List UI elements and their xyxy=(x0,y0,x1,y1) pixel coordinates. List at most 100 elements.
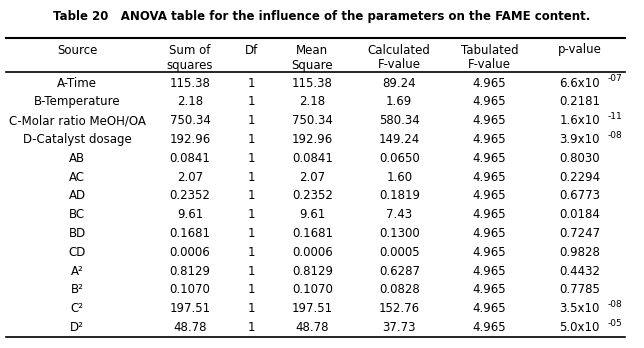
Text: 1.60: 1.60 xyxy=(386,171,412,183)
Text: AB: AB xyxy=(69,152,86,165)
Text: 1: 1 xyxy=(247,171,255,183)
Text: 4.965: 4.965 xyxy=(473,152,506,165)
Text: 149.24: 149.24 xyxy=(379,133,420,146)
Text: 0.2352: 0.2352 xyxy=(292,189,333,202)
Text: 4.965: 4.965 xyxy=(473,189,506,202)
Text: -08: -08 xyxy=(608,300,622,309)
Text: 0.2181: 0.2181 xyxy=(559,95,600,108)
Text: 89.24: 89.24 xyxy=(383,77,416,89)
Text: 4.965: 4.965 xyxy=(473,321,506,334)
Text: 1: 1 xyxy=(247,227,255,240)
Text: 9.61: 9.61 xyxy=(299,208,325,221)
Text: 4.965: 4.965 xyxy=(473,283,506,296)
Text: 0.0006: 0.0006 xyxy=(169,246,211,259)
Text: 0.9828: 0.9828 xyxy=(559,246,600,259)
Text: 4.965: 4.965 xyxy=(473,208,506,221)
Text: 4.965: 4.965 xyxy=(473,302,506,315)
Text: -07: -07 xyxy=(608,74,622,84)
Text: 4.965: 4.965 xyxy=(473,114,506,127)
Text: Table 20   ANOVA table for the influence of the parameters on the FAME content.: Table 20 ANOVA table for the influence o… xyxy=(53,10,591,23)
Text: 0.7247: 0.7247 xyxy=(559,227,600,240)
Text: 1: 1 xyxy=(247,77,255,89)
Text: BD: BD xyxy=(69,227,86,240)
Text: 580.34: 580.34 xyxy=(379,114,420,127)
Text: C-Molar ratio MeOH/OA: C-Molar ratio MeOH/OA xyxy=(9,114,146,127)
Text: 0.0650: 0.0650 xyxy=(379,152,420,165)
Text: 115.38: 115.38 xyxy=(169,77,211,89)
Text: 1: 1 xyxy=(247,133,255,146)
Text: D-Catalyst dosage: D-Catalyst dosage xyxy=(23,133,131,146)
Text: -11: -11 xyxy=(608,112,622,121)
Text: Sum of
squares: Sum of squares xyxy=(167,44,213,71)
Text: 1: 1 xyxy=(247,95,255,108)
Text: 7.43: 7.43 xyxy=(386,208,412,221)
Text: 197.51: 197.51 xyxy=(292,302,333,315)
Text: 0.4432: 0.4432 xyxy=(559,264,600,277)
Text: 2.07: 2.07 xyxy=(299,171,325,183)
Text: 1: 1 xyxy=(247,283,255,296)
Text: 4.965: 4.965 xyxy=(473,171,506,183)
Text: 4.965: 4.965 xyxy=(473,77,506,89)
Text: 2.18: 2.18 xyxy=(299,95,325,108)
Text: BC: BC xyxy=(69,208,86,221)
Text: 3.5x10: 3.5x10 xyxy=(560,302,600,315)
Text: Source: Source xyxy=(57,44,97,56)
Text: 0.0841: 0.0841 xyxy=(292,152,333,165)
Text: A-Time: A-Time xyxy=(57,77,97,89)
Text: AC: AC xyxy=(70,171,85,183)
Text: A²: A² xyxy=(71,264,84,277)
Text: 1: 1 xyxy=(247,264,255,277)
Text: Mean
Square: Mean Square xyxy=(292,44,333,71)
Text: 1: 1 xyxy=(247,302,255,315)
Text: 0.6773: 0.6773 xyxy=(559,189,600,202)
Text: 750.34: 750.34 xyxy=(292,114,333,127)
Text: 0.0828: 0.0828 xyxy=(379,283,420,296)
Text: 0.0006: 0.0006 xyxy=(292,246,333,259)
Text: 1: 1 xyxy=(247,152,255,165)
Text: 9.61: 9.61 xyxy=(177,208,203,221)
Text: 4.965: 4.965 xyxy=(473,264,506,277)
Text: -08: -08 xyxy=(608,131,622,140)
Text: 0.1300: 0.1300 xyxy=(379,227,420,240)
Text: 1.6x10: 1.6x10 xyxy=(559,114,600,127)
Text: p-value: p-value xyxy=(558,44,601,56)
Text: 2.18: 2.18 xyxy=(177,95,203,108)
Text: 0.6287: 0.6287 xyxy=(379,264,420,277)
Text: 3.9x10: 3.9x10 xyxy=(560,133,600,146)
Text: 750.34: 750.34 xyxy=(169,114,211,127)
Text: 1: 1 xyxy=(247,208,255,221)
Text: 0.8030: 0.8030 xyxy=(559,152,600,165)
Text: 0.2294: 0.2294 xyxy=(559,171,600,183)
Text: CD: CD xyxy=(69,246,86,259)
Text: 4.965: 4.965 xyxy=(473,227,506,240)
Text: 1: 1 xyxy=(247,189,255,202)
Text: Df: Df xyxy=(245,44,258,56)
Text: 115.38: 115.38 xyxy=(292,77,333,89)
Text: 152.76: 152.76 xyxy=(379,302,420,315)
Text: B-Temperature: B-Temperature xyxy=(34,95,120,108)
Text: 1: 1 xyxy=(247,114,255,127)
Text: Tabulated
F-value: Tabulated F-value xyxy=(460,44,518,71)
Text: 0.1070: 0.1070 xyxy=(169,283,211,296)
Text: 0.8129: 0.8129 xyxy=(292,264,333,277)
Text: 4.965: 4.965 xyxy=(473,95,506,108)
Text: 5.0x10: 5.0x10 xyxy=(560,321,600,334)
Text: 1: 1 xyxy=(247,321,255,334)
Text: Calculated
F-value: Calculated F-value xyxy=(368,44,431,71)
Text: 192.96: 192.96 xyxy=(292,133,333,146)
Text: 0.2352: 0.2352 xyxy=(169,189,211,202)
Text: -05: -05 xyxy=(608,319,622,328)
Text: 197.51: 197.51 xyxy=(169,302,211,315)
Text: 0.0005: 0.0005 xyxy=(379,246,420,259)
Text: 1: 1 xyxy=(247,246,255,259)
Text: 0.0841: 0.0841 xyxy=(169,152,211,165)
Text: 192.96: 192.96 xyxy=(169,133,211,146)
Text: 0.1681: 0.1681 xyxy=(292,227,333,240)
Text: 0.1070: 0.1070 xyxy=(292,283,333,296)
Text: 0.8129: 0.8129 xyxy=(169,264,211,277)
Text: 6.6x10: 6.6x10 xyxy=(559,77,600,89)
Text: 4.965: 4.965 xyxy=(473,133,506,146)
Text: 37.73: 37.73 xyxy=(383,321,416,334)
Text: 48.78: 48.78 xyxy=(173,321,207,334)
Text: 2.07: 2.07 xyxy=(177,171,203,183)
